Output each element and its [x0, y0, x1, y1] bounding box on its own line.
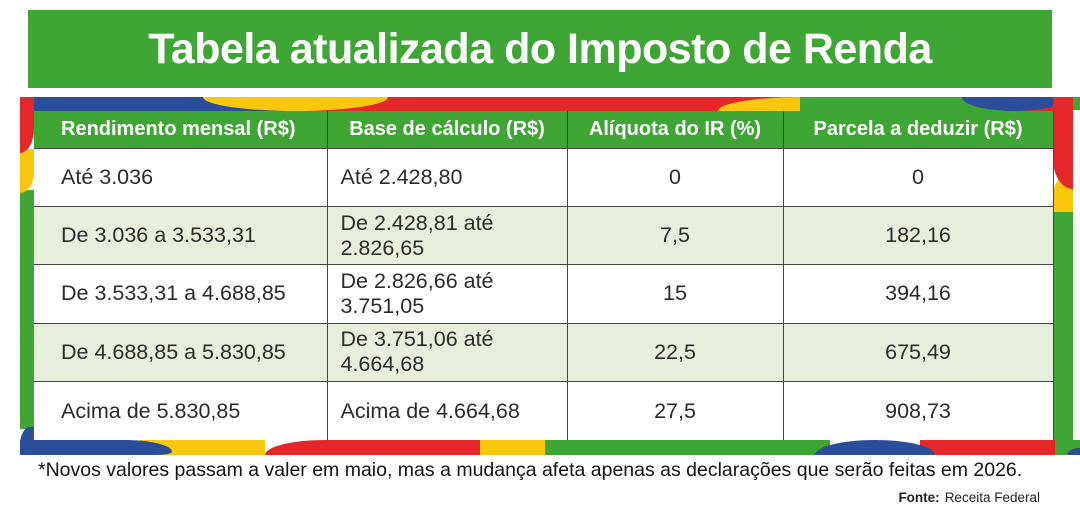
decor-red-segment	[292, 97, 800, 111]
table-cell: Acima de 5.830,85	[34, 381, 327, 440]
table-cell: Até 3.036	[34, 148, 327, 207]
table-cell: 0	[566, 148, 783, 207]
decor-red-segment	[920, 440, 1055, 455]
table-cell: De 4.688,85 a 5.830,85	[34, 323, 327, 383]
decor-yellow-segment	[20, 149, 34, 193]
source-line: Fonte: Receita Federal	[898, 490, 1040, 505]
decor-red-segment	[265, 440, 480, 455]
source-label: Fonte:	[898, 490, 940, 505]
table-cell: De 3.036 a 3.533,31	[34, 206, 327, 266]
decor-green-segment	[545, 440, 830, 455]
decor-red-segment	[20, 97, 34, 153]
column-header: Base de cálculo (R$)	[326, 111, 567, 149]
frame-bottom-strip	[20, 440, 1080, 455]
table-cell: 394,16	[782, 264, 1054, 324]
frame-left-strip	[20, 97, 34, 455]
header-row: Rendimento mensal (R$) Base de cálculo (R…	[34, 111, 1054, 149]
table-cell: De 2.826,66 até 3.751,05	[326, 264, 567, 324]
table-cell: De 3.751,06 até 4.664,68	[326, 323, 567, 383]
decor-blue-arc	[962, 97, 1067, 111]
table-cell: 675,49	[782, 323, 1054, 383]
tax-table-body: Até 3.036 Até 2.428,80 0 0 De 3.036 a 3.533,…	[34, 148, 1054, 440]
decor-green-tail	[1073, 97, 1080, 110]
table-cell: 182,16	[782, 206, 1054, 266]
decor-yellow-segment	[480, 440, 545, 455]
page-title: Tabela atualizada do Imposto de Renda	[148, 24, 932, 73]
source-value: Receita Federal	[944, 490, 1040, 505]
table-cell: 15	[566, 264, 783, 324]
table-row: De 3.533,31 a 4.688,85 De 2.826,66 até 3.…	[34, 264, 1054, 324]
column-header: Rendimento mensal (R$)	[34, 111, 327, 149]
frame-top-strip	[20, 97, 1080, 111]
table-cell: De 3.533,31 a 4.688,85	[34, 264, 327, 324]
table-row: Até 3.036 Até 2.428,80 0 0	[34, 148, 1054, 207]
decor-green-segment	[20, 190, 34, 429]
frame-right-strip	[1053, 97, 1073, 440]
table-cell: 27,5	[566, 381, 783, 440]
table-row: De 4.688,85 a 5.830,85 De 3.751,06 até 4.…	[34, 323, 1054, 383]
table-cell: Até 2.428,80	[326, 148, 567, 207]
decor-yellow-arc	[203, 97, 388, 111]
column-header: Alíquota do IR (%)	[566, 111, 783, 149]
decorative-frame: Rendimento mensal (R$) Base de cálculo (R…	[20, 97, 1080, 455]
tax-table: Rendimento mensal (R$) Base de cálculo (R…	[34, 111, 1054, 440]
decor-red-segment	[1053, 97, 1073, 189]
table-row: De 3.036 a 3.533,31 De 2.428,81 até 2.826…	[34, 206, 1054, 266]
table-cell: 908,73	[782, 381, 1054, 440]
table-cell: 7,5	[566, 206, 783, 266]
decor-blue-segment	[20, 440, 172, 455]
table-cell: 22,5	[566, 323, 783, 383]
footnote: *Novos valores passam a valer em maio, m…	[38, 459, 1023, 481]
table-cell: De 2.428,81 até 2.826,65	[326, 206, 567, 266]
decor-green-segment	[1053, 205, 1073, 440]
table-cell: Acima de 4.664,68	[326, 381, 567, 440]
tax-table-header: Rendimento mensal (R$) Base de cálculo (R…	[34, 111, 1054, 149]
table-cell: 0	[782, 148, 1054, 207]
table-row: Acima de 5.830,85 Acima de 4.664,68 27,5 90…	[34, 381, 1054, 440]
decor-blue-arc	[815, 440, 935, 455]
column-header: Parcela a deduzir (R$)	[782, 111, 1054, 149]
decor-blue-corner	[1067, 448, 1080, 455]
title-banner: Tabela atualizada do Imposto de Renda	[28, 10, 1052, 88]
